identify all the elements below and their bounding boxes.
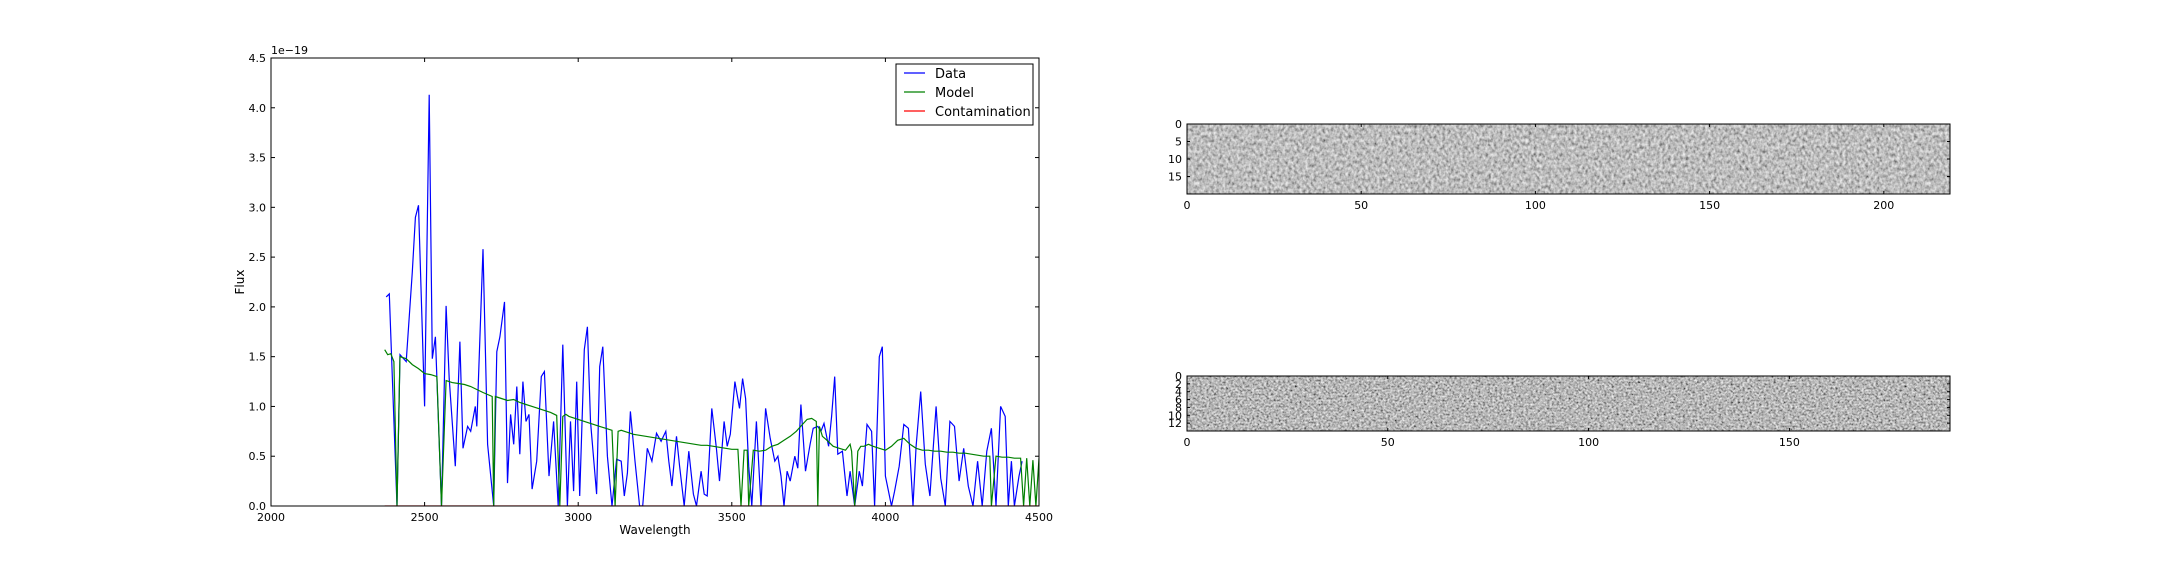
image-2-y-tick-label: 6: [1175, 394, 1182, 407]
image-2-y-tick-label: 12: [1168, 417, 1182, 430]
y-offset-label: 1e−19: [271, 44, 308, 57]
image-1-x-tick-label: 200: [1873, 199, 1894, 212]
legend-label-contamination: Contamination: [935, 105, 1031, 120]
y-tick-label: 0.0: [249, 500, 267, 513]
y-axis-label: Flux: [233, 270, 247, 295]
legend-label-model: Model: [935, 86, 974, 101]
image-1-x-tick-label: 100: [1525, 199, 1546, 212]
image-1-x-ticks: 0 50 100 150 200: [1184, 124, 1894, 212]
y-tick-label: 4.5: [249, 52, 267, 65]
y-tick-label: 2.5: [249, 251, 267, 264]
x-tick-label: 4000: [871, 511, 899, 524]
image-2-x-tick-label: 50: [1381, 436, 1395, 449]
y-tick-label: 1.5: [249, 351, 267, 364]
image-1-y-tick-label: 0: [1175, 118, 1182, 131]
y-tick-label: 2.0: [249, 301, 267, 314]
spectrum-x-ticks: 2000 2500 3000 3500 4000 4500: [257, 58, 1053, 524]
image-1-x-tick-label: 150: [1699, 199, 1720, 212]
image-2-x-tick-label: 150: [1779, 436, 1800, 449]
spectrum-axes-frame: [270, 57, 1040, 507]
legend: Data Model Contamination: [895, 63, 1034, 126]
image-1-x-tick-label: 0: [1184, 199, 1191, 212]
y-tick-label: 1.0: [249, 400, 267, 413]
image-panel-1: 0 50 100 150 200 0 5 10 15: [1168, 118, 1951, 212]
image-1-y-ticks: 0 5 10 15: [1168, 118, 1950, 184]
image-2-y-tick-label: 2: [1175, 378, 1182, 391]
image-2-heatmap: [1187, 376, 1950, 431]
image-2-frame: [1186, 375, 1951, 432]
image-2-y-tick-label: 0: [1175, 370, 1182, 383]
image-1-x-tick-label: 50: [1354, 199, 1368, 212]
image-2-x-tick-label: 0: [1184, 436, 1191, 449]
x-tick-label: 2000: [257, 511, 285, 524]
image-1-y-tick-label: 15: [1168, 171, 1182, 184]
x-tick-label: 4500: [1025, 511, 1053, 524]
spectrum-chart: 2000 2500 3000 3500 4000 4500 0.0 0.5 1.0 1.5 2.0…: [233, 44, 1053, 537]
image-2-y-tick-label: 4: [1175, 386, 1182, 399]
image-2-x-ticks: 0 50 100 150: [1184, 376, 1800, 449]
legend-label-data: Data: [935, 67, 966, 82]
image-1-heatmap: [1187, 124, 1950, 194]
x-tick-label: 3000: [564, 511, 592, 524]
y-tick-label: 4.0: [249, 102, 267, 115]
y-tick-label: 0.5: [249, 450, 267, 463]
y-tick-label: 3.0: [249, 201, 267, 214]
series-line-model: [384, 349, 1039, 506]
image-2-x-tick-label: 100: [1578, 436, 1599, 449]
y-tick-label: 3.5: [249, 152, 267, 165]
image-2-y-tick-label: 10: [1168, 409, 1182, 422]
image-1-y-tick-label: 5: [1175, 136, 1182, 149]
x-tick-label: 2500: [411, 511, 439, 524]
spectrum-series-group: [384, 94, 1039, 506]
image-1-y-tick-label: 10: [1168, 153, 1182, 166]
x-axis-label: Wavelength: [619, 523, 690, 537]
x-tick-label: 3500: [718, 511, 746, 524]
spectrum-y-ticks: 0.0 0.5 1.0 1.5 2.0 2.5 3.0 3.5 4.0 4.5: [249, 52, 1039, 513]
series-line-data: [385, 94, 1023, 506]
image-2-y-tick-label: 8: [1175, 401, 1182, 414]
legend-box: [895, 63, 1034, 126]
